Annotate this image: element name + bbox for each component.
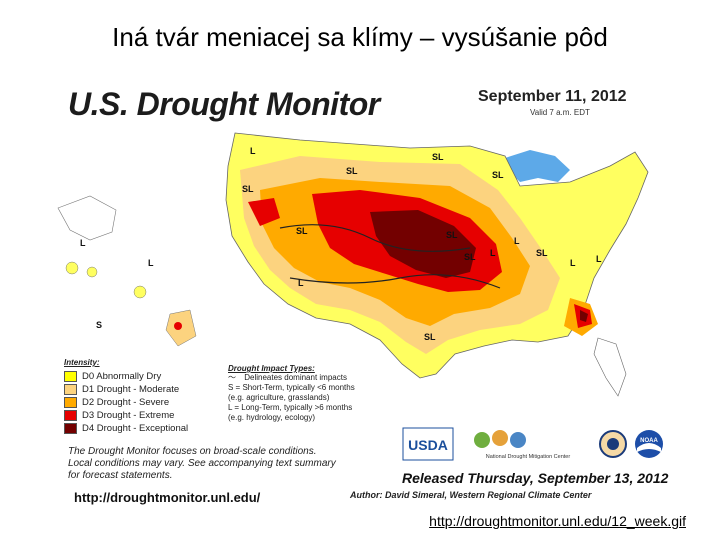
usda-logo: USDA — [402, 427, 454, 461]
impact-line-text: Delineates dominant impacts — [244, 373, 347, 382]
ndmc-logo-text: National Drought Mitigation Center — [486, 454, 571, 460]
hawaii-island-2 — [86, 266, 98, 278]
doc-seal — [599, 430, 627, 458]
map-label: SL — [492, 170, 504, 180]
legend-row: D0 Abnormally Dry — [64, 370, 224, 383]
map-label: L — [148, 258, 154, 268]
impact-types-legend: Drought Impact Types: 〜 Delineates domin… — [228, 364, 388, 423]
impact-types-title: Drought Impact Types: — [228, 364, 315, 373]
impact-line: 〜 Delineates dominant impacts — [228, 373, 388, 383]
impact-line-text: (e.g. agriculture, grasslands) — [228, 393, 330, 402]
legend-row: D4 Drought - Exceptional — [64, 422, 224, 435]
legend-swatch-d4 — [64, 423, 77, 434]
legend-label: D2 Drought - Severe — [82, 397, 170, 408]
map-label: L — [514, 236, 520, 246]
legend-swatch-d3 — [64, 410, 77, 421]
impact-line-text: (e.g. hydrology, ecology) — [228, 413, 316, 422]
noaa-logo-text: NOAA — [640, 438, 658, 444]
legend-label: D1 Drought - Moderate — [82, 384, 180, 395]
legend-label: D4 Drought - Exceptional — [82, 423, 189, 434]
map-label: SL — [296, 226, 308, 236]
alaska — [57, 195, 117, 241]
map-note: The Drought Monitor focuses on broad-sca… — [68, 446, 378, 482]
source-link[interactable]: http://droughtmonitor.unl.edu/12_week.gi… — [429, 513, 686, 529]
impact-line-text: S = Short-Term, typically <6 months — [228, 383, 355, 392]
d4-georgia — [580, 310, 588, 322]
map-date-box: September 11, 2012 Valid 7 a.m. EDT — [468, 86, 664, 122]
map-valid-time: Valid 7 a.m. EDT — [530, 108, 590, 117]
legend-row: D1 Drought - Moderate — [64, 383, 224, 396]
ndmc-logo: National Drought Mitigation Center — [474, 430, 571, 460]
map-label: SL — [464, 252, 476, 262]
map-label: SL — [536, 248, 548, 258]
map-footer-url: http://droughtmonitor.unl.edu/ — [74, 490, 261, 505]
map-label: L — [298, 278, 304, 288]
florida — [593, 337, 627, 397]
map-label: SL — [346, 166, 358, 176]
legend-swatch-d1 — [64, 384, 77, 395]
map-label: SL — [446, 230, 458, 240]
map-label: L — [250, 146, 256, 156]
usda-logo-text: USDA — [408, 437, 448, 453]
map-author: Author: David Simeral, Western Regional … — [350, 490, 592, 500]
noaa-logo: NOAA — [635, 430, 663, 458]
released-date: Released Thursday, September 13, 2012 — [402, 470, 669, 486]
legend-row: D3 Drought - Extreme — [64, 409, 224, 422]
map-label: S — [96, 320, 102, 330]
impact-line-text: L = Long-Term, typically >6 months — [228, 403, 353, 412]
map-label: L — [80, 238, 86, 248]
legend-swatch-d2 — [64, 397, 77, 408]
logo-row: USDA National Drought Mitigation Center … — [402, 426, 666, 466]
map-header-title: U.S. Drought Monitor — [68, 86, 380, 122]
legend-label: D3 Drought - Extreme — [82, 410, 175, 421]
map-label: L — [570, 258, 576, 268]
d4-region — [370, 210, 476, 278]
map-date: September 11, 2012 — [478, 88, 627, 105]
hawaii-island-1 — [65, 261, 79, 275]
d3-west — [248, 198, 280, 226]
drought-map-panel: L L SL SL SL SL SL SL L L SL L L L SL SL… — [50, 78, 670, 508]
map-label: SL — [242, 184, 254, 194]
drought-map: L L SL SL SL SL SL SL L L SL L L L SL SL… — [57, 132, 649, 397]
great-lakes — [505, 150, 570, 182]
note-line: The Drought Monitor focuses on broad-sca… — [68, 446, 317, 457]
note-line: for forecast statements. — [68, 470, 173, 481]
impact-line-icon: 〜 — [228, 373, 236, 382]
hawaii-island-3 — [133, 285, 147, 299]
slide-title: Iná tvár meniacej sa klímy – vysúšanie p… — [112, 22, 608, 52]
legend-label: D0 Abnormally Dry — [82, 371, 162, 382]
map-label: SL — [432, 152, 444, 162]
map-label: SL — [424, 332, 436, 342]
map-label: L — [490, 248, 496, 258]
note-line: Local conditions may vary. See accompany… — [68, 458, 336, 469]
intensity-legend-title: Intensity: — [64, 358, 100, 367]
map-label: L — [596, 254, 602, 264]
intensity-legend: Intensity: D0 Abnormally Dry D1 Drought … — [64, 358, 224, 435]
hawaii-d3 — [174, 322, 182, 330]
legend-row: D2 Drought - Severe — [64, 396, 224, 409]
legend-swatch-d0 — [64, 371, 77, 382]
